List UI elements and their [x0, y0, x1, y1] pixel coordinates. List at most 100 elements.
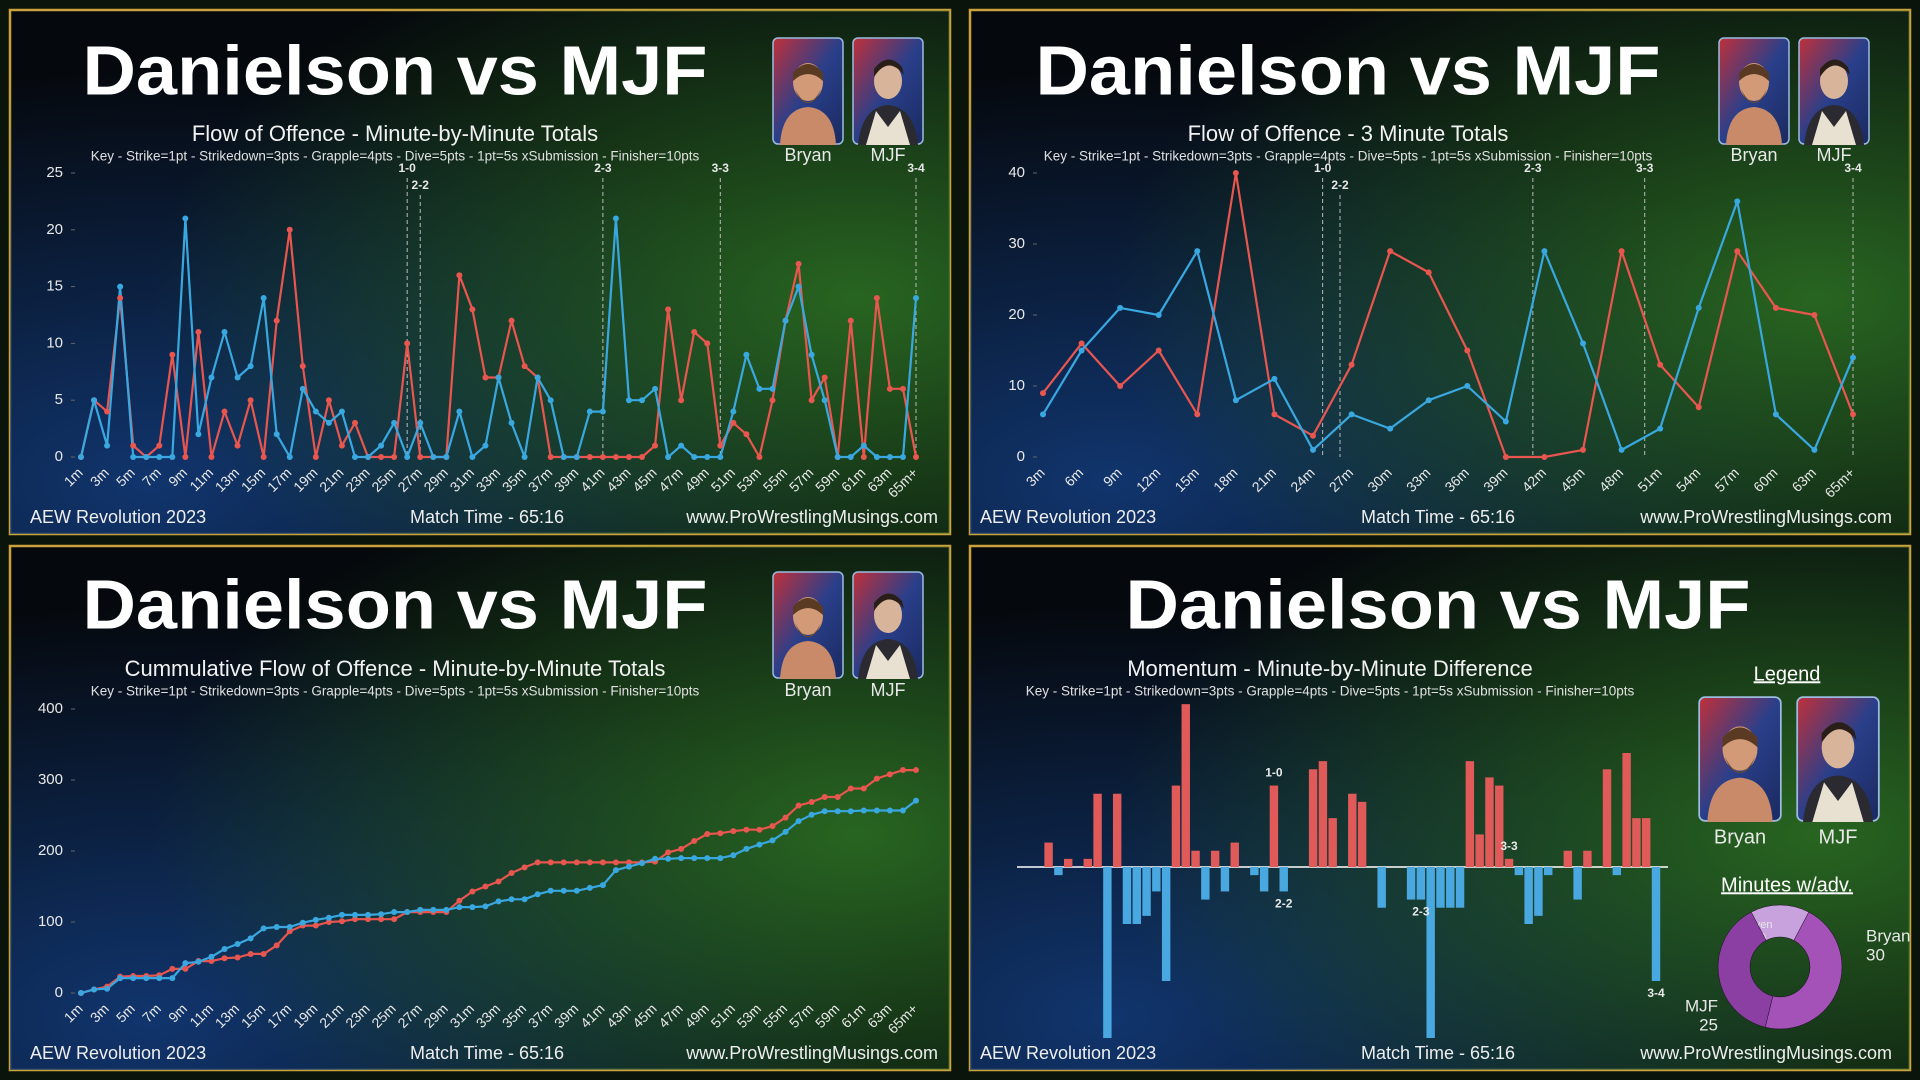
footer-event: AEW Revolution 2023	[980, 1043, 1156, 1063]
data-point	[1194, 248, 1201, 255]
data-point	[769, 385, 776, 392]
bar	[1416, 867, 1426, 900]
data-point	[860, 807, 867, 814]
data-point	[652, 385, 659, 392]
legend-label: MJF	[871, 145, 906, 165]
data-point	[299, 385, 306, 392]
data-point	[469, 904, 476, 911]
data-point	[547, 859, 554, 866]
data-point	[625, 863, 632, 870]
data-point	[1348, 361, 1355, 368]
annotation-label: 1-0	[399, 161, 417, 175]
legend-label: MJF	[1817, 145, 1852, 165]
data-point	[495, 878, 502, 885]
data-point	[521, 363, 528, 370]
data-point	[691, 454, 698, 460]
y-tick-label: 20	[1008, 306, 1025, 323]
data-point	[534, 374, 541, 381]
bar	[1602, 769, 1612, 867]
bar	[1044, 842, 1053, 867]
data-point	[1271, 375, 1278, 382]
legend-label: MJF	[1819, 826, 1858, 848]
data-point	[443, 454, 450, 460]
data-point	[821, 397, 828, 404]
data-point	[469, 306, 476, 313]
data-point	[273, 317, 280, 324]
data-point	[182, 215, 189, 222]
bar	[1318, 761, 1328, 867]
data-point	[91, 397, 98, 404]
data-point	[756, 385, 763, 392]
panel: Danielson vs MJF Momentum - Minute-by-Mi…	[968, 544, 1912, 1072]
player-card	[1796, 696, 1880, 822]
data-point	[156, 975, 163, 982]
data-point	[860, 454, 867, 460]
annotation-label: 2-2	[412, 178, 430, 192]
data-point	[521, 864, 528, 871]
data-point	[221, 945, 228, 952]
bar	[1357, 801, 1367, 867]
series-line	[1042, 200, 1855, 451]
data-point	[456, 408, 463, 415]
chart-subtitle: Flow of Offence - 3 Minute Totals	[1188, 121, 1509, 146]
data-point	[573, 454, 580, 460]
data-point	[1811, 446, 1818, 453]
data-point	[769, 823, 776, 830]
data-point	[586, 454, 593, 460]
bar	[1250, 867, 1259, 876]
annotation-label: 2-3	[1524, 161, 1542, 175]
data-point	[886, 385, 893, 392]
data-point	[665, 849, 672, 856]
data-point	[104, 985, 111, 992]
bar	[1171, 785, 1181, 867]
data-point	[665, 306, 672, 313]
data-point	[743, 351, 750, 358]
data-point	[221, 955, 228, 962]
data-point	[378, 454, 385, 460]
data-point	[378, 916, 385, 923]
data-point	[886, 771, 893, 778]
data-point	[104, 408, 111, 415]
bar	[1406, 867, 1416, 900]
data-point	[847, 317, 854, 324]
y-tick-label: 40	[1008, 164, 1025, 181]
data-point	[847, 454, 854, 460]
data-point	[182, 960, 189, 967]
data-point	[1040, 390, 1046, 397]
data-point	[860, 785, 867, 792]
data-point	[391, 419, 398, 426]
data-point	[782, 814, 789, 821]
legend-label: Bryan	[1714, 826, 1766, 848]
data-point	[286, 928, 293, 935]
data-point	[913, 767, 919, 774]
chart-subtitle: Cummulative Flow of Offence - Minute-by-…	[125, 656, 666, 681]
bar	[1495, 785, 1504, 867]
chart-title: Danielson vs MJF	[1126, 565, 1751, 643]
data-point	[1734, 198, 1741, 205]
data-point	[221, 329, 228, 336]
data-point	[743, 826, 750, 833]
data-point	[1040, 411, 1046, 418]
data-point	[312, 916, 319, 923]
donut-slice	[1717, 911, 1774, 1028]
data-point	[899, 454, 906, 460]
data-point	[808, 351, 815, 358]
key-note: Key - Strike=1pt - Strikedown=3pts - Gra…	[1044, 149, 1653, 164]
data-point	[821, 374, 828, 381]
data-point	[351, 916, 358, 923]
data-point	[325, 914, 332, 921]
data-point	[899, 385, 906, 392]
chart-title: Danielson vs MJF	[83, 31, 708, 109]
data-point	[743, 431, 750, 438]
data-point	[547, 397, 554, 404]
data-point	[482, 903, 489, 910]
data-point	[873, 807, 880, 814]
data-point	[482, 442, 489, 449]
data-point	[234, 941, 241, 948]
data-point	[639, 454, 646, 460]
data-point	[808, 799, 815, 806]
data-point	[1695, 404, 1702, 411]
data-point	[1541, 248, 1548, 255]
data-point	[1618, 248, 1625, 255]
data-point	[547, 454, 554, 460]
